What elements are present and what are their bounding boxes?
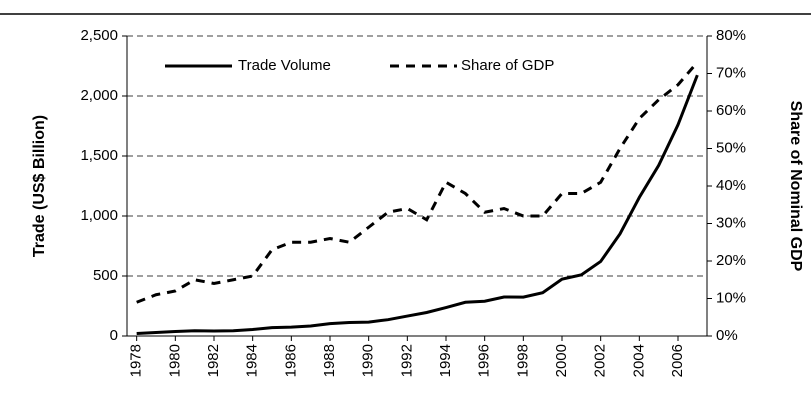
x-tick-label: 1986 (282, 344, 299, 377)
x-tick-label: 1998 (514, 344, 531, 377)
y-tick-label: 500 (93, 267, 118, 284)
y-tick-label: 1,500 (80, 147, 118, 164)
y2-axis-title: Share of Nominal GDP (787, 101, 804, 272)
x-tick-label: 1994 (437, 344, 454, 377)
x-tick-label: 1978 (128, 344, 145, 377)
y2-tick-label: 20% (716, 252, 746, 269)
y2-tick-label: 60% (716, 102, 746, 119)
x-tick-label: 1982 (205, 344, 222, 377)
y2-tick-label: 70% (716, 64, 746, 81)
x-tick-label: 1992 (398, 344, 415, 377)
x-tick-label: 1980 (166, 344, 183, 377)
x-tick-label: 2006 (669, 344, 686, 377)
y2-tick-label: 80% (716, 27, 746, 44)
x-tick-label: 1996 (476, 344, 493, 377)
x-tick-label: 2002 (592, 344, 609, 377)
y-tick-label: 0 (110, 327, 118, 344)
x-tick-label: 1990 (360, 344, 377, 377)
x-tick-label: 1988 (321, 344, 338, 377)
x-tick-label: 2000 (553, 344, 570, 377)
y2-tick-label: 0% (716, 327, 738, 344)
y2-tick-label: 50% (716, 139, 746, 156)
y2-tick-label: 30% (716, 214, 746, 231)
y2-tick-label: 10% (716, 289, 746, 306)
x-tick-label: 1984 (244, 344, 261, 377)
x-tick-label: 2004 (630, 344, 647, 377)
y-tick-label: 2,500 (80, 27, 118, 44)
series-line (136, 61, 699, 304)
y-tick-label: 2,000 (80, 87, 118, 104)
y-axis-title: Trade (US$ Billion) (31, 115, 48, 257)
series-line (136, 74, 699, 335)
legend-label: Trade Volume (238, 57, 331, 74)
y2-tick-label: 40% (716, 177, 746, 194)
y-tick-label: 1,000 (80, 207, 118, 224)
legend-label: Share of GDP (461, 57, 554, 74)
